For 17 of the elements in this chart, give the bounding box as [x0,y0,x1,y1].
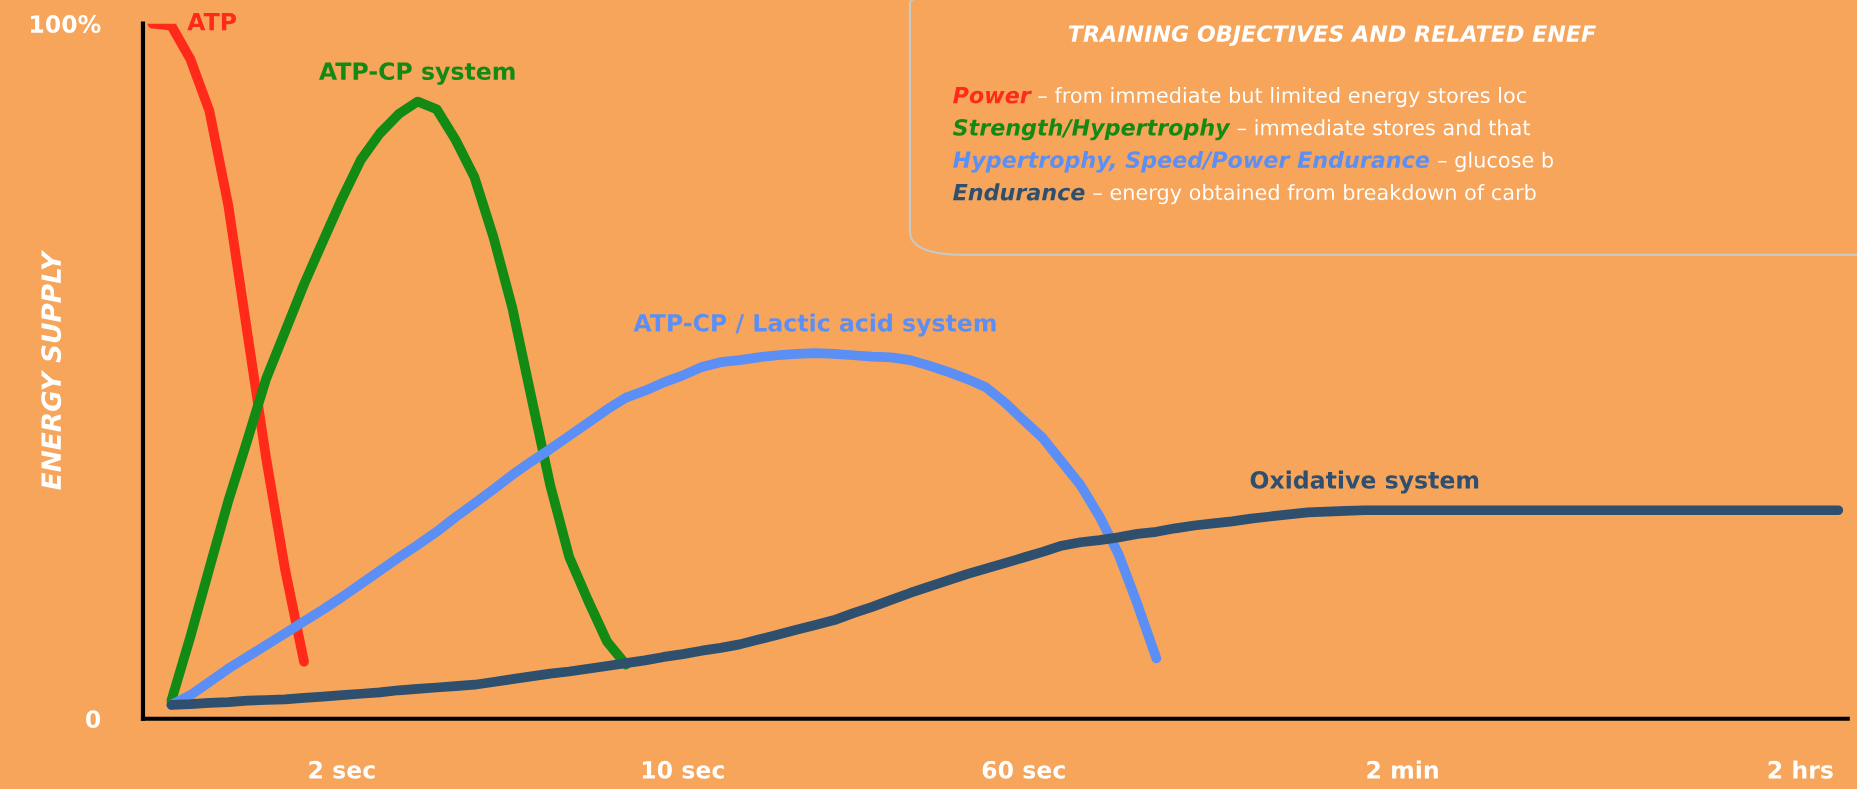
annotation: Endurance – energy obtained from breakdown of carb [953,183,1536,205]
series-label: ATP [187,12,237,31]
x-tick-label: 2 hrs [1768,760,1833,779]
annotation: Strength/Hypertrophy – immediate stores and that [952,118,1531,141]
y-tick-label: 0 [86,710,101,729]
annotation: Hypertrophy, Speed/Power Endurance – glucose b [953,150,1553,173]
annotation: TRAINING OBJECTIVES AND RELATED ENEF [1068,25,1596,47]
y-axis-title: ENERGY SUPPLY [41,249,62,490]
y-tick-label: 100% [31,15,101,33]
x-tick-label: 10 sec [642,760,724,779]
x-tick-label: 60 sec [982,760,1065,779]
annotation: Power – from immediate but limited energy stores loc [953,86,1526,108]
x-tick-label: 2 min [1367,760,1438,779]
x-tick-label: 2 sec [309,760,375,779]
series-label: ATP-CP / Lactic acid system [633,313,996,337]
series-label: ATP-CP system [319,62,515,85]
series-label: Oxidative system [1250,470,1479,494]
